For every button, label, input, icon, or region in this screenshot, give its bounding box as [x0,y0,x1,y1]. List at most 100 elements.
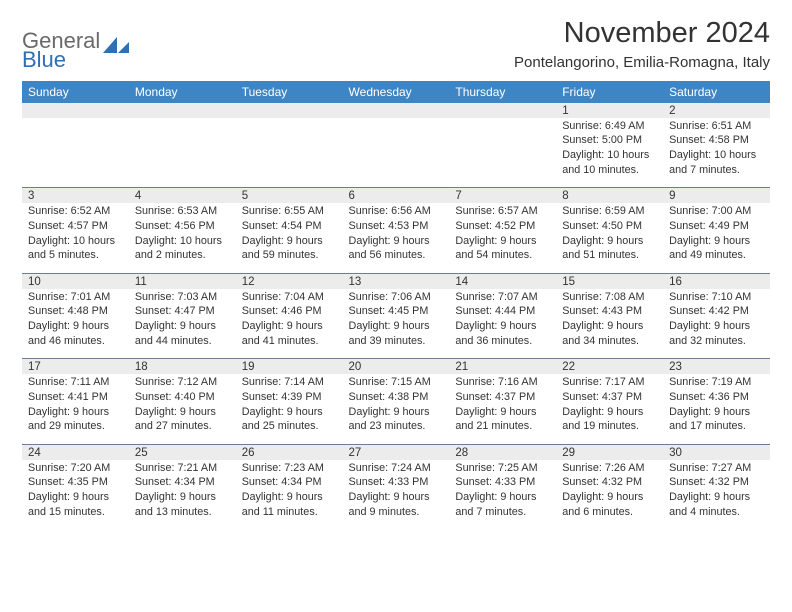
daylight-text: Daylight: 9 hours and 36 minutes. [455,319,550,348]
day-number-cell [22,103,129,118]
daylight-text: Daylight: 9 hours and 41 minutes. [242,319,337,348]
day-number: 19 [242,361,255,373]
day-number: 13 [349,276,362,288]
daylight-text: Daylight: 10 hours and 7 minutes. [669,148,764,177]
day-number: 5 [242,190,248,202]
sunset-text: Sunset: 4:44 PM [455,304,550,319]
sunset-text: Sunset: 4:39 PM [242,390,337,405]
daylight-text: Daylight: 9 hours and 39 minutes. [349,319,444,348]
daylight-text: Daylight: 9 hours and 51 minutes. [562,234,657,263]
day-info-cell [449,118,556,188]
sunrise-text: Sunrise: 7:12 AM [135,375,230,390]
day-number-cell: 8 [556,188,663,204]
daylight-text: Daylight: 9 hours and 13 minutes. [135,490,230,519]
day-number: 9 [669,190,675,202]
day-number: 12 [242,276,255,288]
sunrise-text: Sunrise: 6:52 AM [28,204,123,219]
sunset-text: Sunset: 4:52 PM [455,219,550,234]
sunset-text: Sunset: 4:46 PM [242,304,337,319]
day-number: 1 [562,105,568,117]
day-number: 3 [28,190,34,202]
daylight-text: Daylight: 9 hours and 9 minutes. [349,490,444,519]
day-info-cell: Sunrise: 7:19 AMSunset: 4:36 PMDaylight:… [663,374,770,444]
day-number-cell [343,103,450,118]
sunset-text: Sunset: 4:32 PM [669,475,764,490]
daylight-text: Daylight: 9 hours and 49 minutes. [669,234,764,263]
sunset-text: Sunset: 4:33 PM [349,475,444,490]
day-info-cell: Sunrise: 7:07 AMSunset: 4:44 PMDaylight:… [449,289,556,359]
day-info-cell: Sunrise: 7:11 AMSunset: 4:41 PMDaylight:… [22,374,129,444]
day-number-cell: 26 [236,444,343,460]
day-number-cell: 16 [663,273,770,289]
day-info-cell: Sunrise: 7:06 AMSunset: 4:45 PMDaylight:… [343,289,450,359]
sunset-text: Sunset: 4:48 PM [28,304,123,319]
day-number: 7 [455,190,461,202]
logo: General Blue [22,30,131,71]
sunrise-text: Sunrise: 7:07 AM [455,290,550,305]
day-number-cell: 5 [236,188,343,204]
day-number: 24 [28,447,41,459]
day-number-cell: 29 [556,444,663,460]
sunrise-text: Sunrise: 7:00 AM [669,204,764,219]
daylight-text: Daylight: 10 hours and 5 minutes. [28,234,123,263]
day-number-cell: 3 [22,188,129,204]
weekday-header: Wednesday [343,81,450,103]
sunrise-text: Sunrise: 7:03 AM [135,290,230,305]
daylight-text: Daylight: 9 hours and 19 minutes. [562,405,657,434]
weekday-header: Friday [556,81,663,103]
daylight-text: Daylight: 9 hours and 32 minutes. [669,319,764,348]
day-number: 20 [349,361,362,373]
day-number: 8 [562,190,568,202]
day-number-cell: 1 [556,103,663,118]
weekday-header: Thursday [449,81,556,103]
day-number: 11 [135,276,147,288]
day-number-row: 10111213141516 [22,273,770,289]
day-number: 14 [455,276,468,288]
day-number-row: 3456789 [22,188,770,204]
day-info-cell: Sunrise: 7:21 AMSunset: 4:34 PMDaylight:… [129,460,236,530]
day-info-cell: Sunrise: 7:16 AMSunset: 4:37 PMDaylight:… [449,374,556,444]
day-info-cell: Sunrise: 7:14 AMSunset: 4:39 PMDaylight:… [236,374,343,444]
day-info-row: Sunrise: 7:20 AMSunset: 4:35 PMDaylight:… [22,460,770,530]
logo-sail-icon [103,35,131,55]
day-number-cell: 17 [22,359,129,375]
sunset-text: Sunset: 5:00 PM [562,133,657,148]
day-number-row: 12 [22,103,770,118]
sunset-text: Sunset: 4:40 PM [135,390,230,405]
location-subtitle: Pontelangorino, Emilia-Romagna, Italy [514,54,770,71]
sunrise-text: Sunrise: 7:08 AM [562,290,657,305]
day-number: 6 [349,190,355,202]
day-number-cell: 19 [236,359,343,375]
sunset-text: Sunset: 4:45 PM [349,304,444,319]
daylight-text: Daylight: 9 hours and 56 minutes. [349,234,444,263]
day-info-cell: Sunrise: 6:56 AMSunset: 4:53 PMDaylight:… [343,203,450,273]
sunrise-text: Sunrise: 7:17 AM [562,375,657,390]
day-info-cell: Sunrise: 7:15 AMSunset: 4:38 PMDaylight:… [343,374,450,444]
sunset-text: Sunset: 4:54 PM [242,219,337,234]
day-info-cell: Sunrise: 7:26 AMSunset: 4:32 PMDaylight:… [556,460,663,530]
day-number-cell: 9 [663,188,770,204]
daylight-text: Daylight: 9 hours and 23 minutes. [349,405,444,434]
sunset-text: Sunset: 4:50 PM [562,219,657,234]
sunset-text: Sunset: 4:42 PM [669,304,764,319]
month-title: November 2024 [514,18,770,50]
day-info-cell: Sunrise: 6:59 AMSunset: 4:50 PMDaylight:… [556,203,663,273]
sunrise-text: Sunrise: 6:56 AM [349,204,444,219]
day-number: 28 [455,447,468,459]
day-number-cell: 25 [129,444,236,460]
day-number-cell: 10 [22,273,129,289]
sunset-text: Sunset: 4:41 PM [28,390,123,405]
day-info-cell: Sunrise: 7:00 AMSunset: 4:49 PMDaylight:… [663,203,770,273]
daylight-text: Daylight: 9 hours and 4 minutes. [669,490,764,519]
daylight-text: Daylight: 9 hours and 27 minutes. [135,405,230,434]
day-info-cell: Sunrise: 6:53 AMSunset: 4:56 PMDaylight:… [129,203,236,273]
day-info-cell: Sunrise: 6:51 AMSunset: 4:58 PMDaylight:… [663,118,770,188]
sunrise-text: Sunrise: 7:26 AM [562,461,657,476]
sunrise-text: Sunrise: 7:24 AM [349,461,444,476]
sunset-text: Sunset: 4:56 PM [135,219,230,234]
sunrise-text: Sunrise: 7:15 AM [349,375,444,390]
sunset-text: Sunset: 4:34 PM [135,475,230,490]
day-number-cell: 20 [343,359,450,375]
sunset-text: Sunset: 4:33 PM [455,475,550,490]
sunrise-text: Sunrise: 7:19 AM [669,375,764,390]
